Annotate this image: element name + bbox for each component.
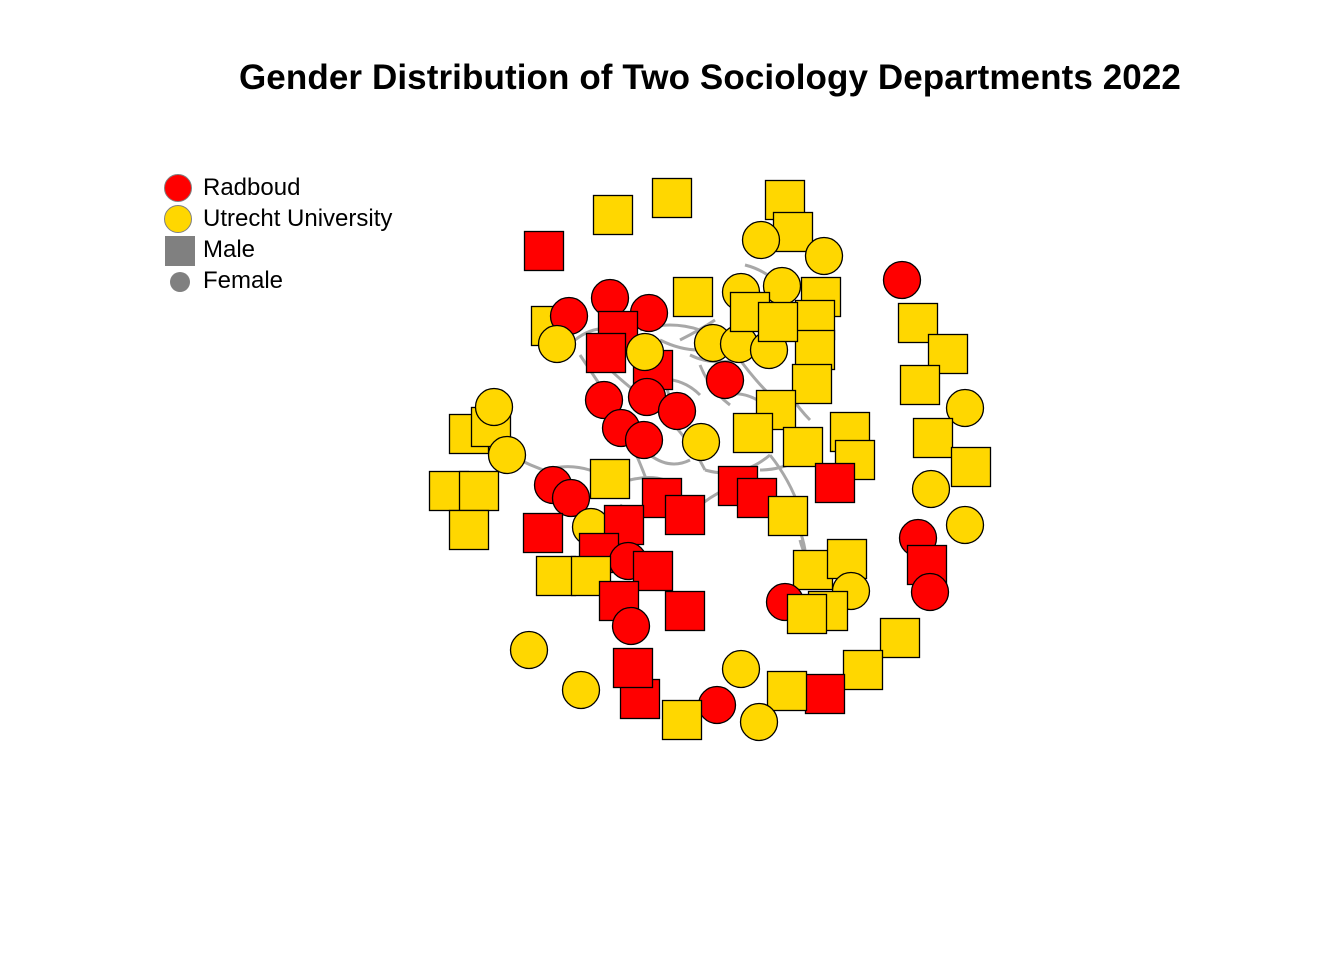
node-male bbox=[766, 670, 808, 712]
node-male bbox=[792, 549, 834, 591]
node-male bbox=[791, 363, 833, 405]
node-female bbox=[561, 670, 601, 710]
node-male bbox=[782, 426, 824, 468]
node-male bbox=[592, 194, 634, 236]
node-male bbox=[814, 462, 856, 504]
node-female bbox=[697, 685, 737, 725]
legend-label-radboud: Radboud bbox=[203, 174, 301, 201]
legend-label-male: Male bbox=[203, 236, 256, 263]
node-male bbox=[585, 332, 627, 374]
node-male bbox=[612, 647, 654, 689]
node-female bbox=[739, 702, 779, 742]
node-female bbox=[657, 391, 697, 431]
node-female bbox=[625, 332, 665, 372]
node-male bbox=[912, 417, 954, 459]
node-female bbox=[804, 236, 844, 276]
node-male bbox=[786, 593, 828, 635]
node-male bbox=[842, 649, 884, 691]
node-female bbox=[721, 649, 761, 689]
node-male bbox=[732, 412, 774, 454]
legend-swatch-female bbox=[170, 272, 190, 292]
node-male bbox=[448, 509, 490, 551]
node-male bbox=[794, 329, 836, 371]
node-female bbox=[945, 505, 985, 545]
node-female bbox=[945, 388, 985, 428]
node-male bbox=[899, 364, 941, 406]
node-male bbox=[772, 211, 814, 253]
node-female bbox=[537, 324, 577, 364]
node-male bbox=[632, 550, 674, 592]
node-male bbox=[664, 590, 706, 632]
node-female bbox=[741, 220, 781, 260]
node-male bbox=[523, 230, 565, 272]
network-nodes bbox=[428, 177, 992, 742]
node-female bbox=[882, 260, 922, 300]
node-male bbox=[672, 276, 714, 318]
legend-swatch-male bbox=[165, 236, 195, 266]
node-male bbox=[950, 446, 992, 488]
node-female bbox=[624, 420, 664, 460]
node-female bbox=[487, 435, 527, 475]
node-male bbox=[458, 470, 500, 512]
node-male bbox=[757, 301, 799, 343]
node-female bbox=[681, 422, 721, 462]
legend-swatch-utrecht bbox=[164, 205, 192, 233]
node-male bbox=[879, 617, 921, 659]
network-edge bbox=[679, 318, 716, 342]
node-male bbox=[651, 177, 693, 219]
legend-label-utrecht: Utrecht University bbox=[203, 205, 393, 232]
network-edge bbox=[649, 453, 691, 466]
legend-label-female: Female bbox=[203, 267, 284, 294]
node-male bbox=[535, 555, 577, 597]
node-female bbox=[910, 572, 950, 612]
node-female bbox=[911, 469, 951, 509]
node-female bbox=[584, 380, 624, 420]
chart-title: Gender Distribution of Two Sociology Dep… bbox=[238, 58, 1181, 97]
node-female bbox=[509, 630, 549, 670]
node-male bbox=[767, 495, 809, 537]
node-male bbox=[826, 538, 868, 580]
node-male bbox=[664, 494, 706, 536]
node-male bbox=[589, 458, 631, 500]
node-male bbox=[522, 512, 564, 554]
node-female bbox=[611, 606, 651, 646]
node-female bbox=[551, 478, 591, 518]
legend-swatch-radboud bbox=[164, 174, 192, 202]
node-female bbox=[474, 387, 514, 427]
node-male bbox=[804, 673, 846, 715]
node-female bbox=[705, 360, 745, 400]
node-male bbox=[927, 333, 969, 375]
node-male bbox=[661, 699, 703, 741]
